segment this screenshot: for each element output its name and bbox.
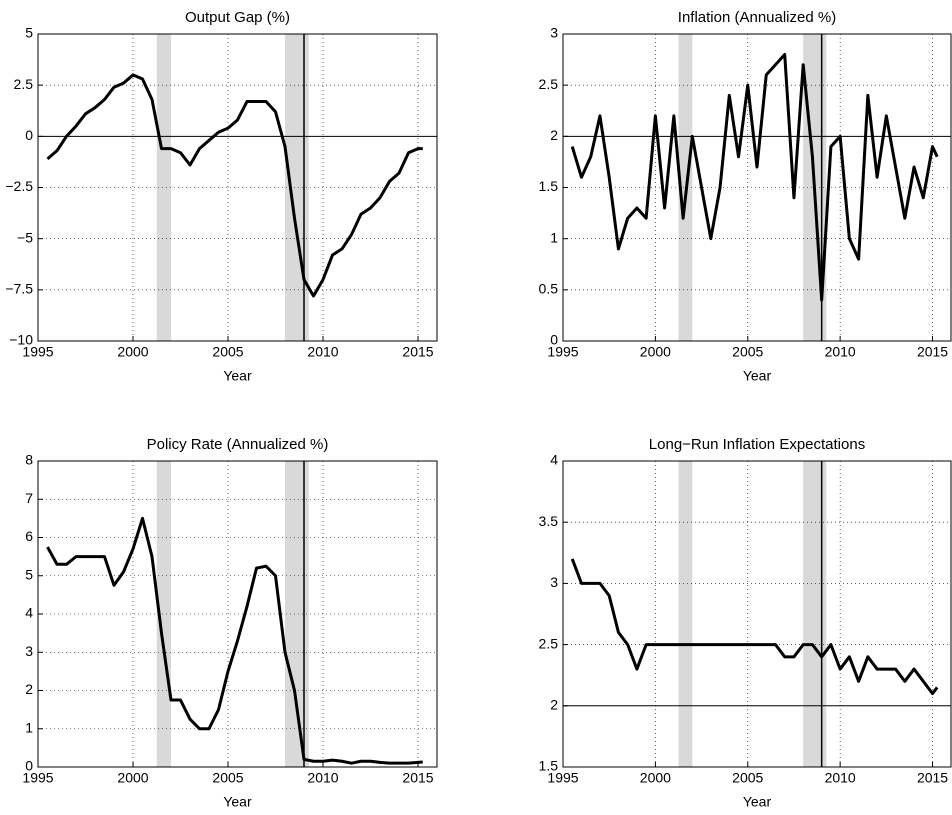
x-tick-label: 1995: [547, 344, 578, 360]
y-tick-label: −7.5: [5, 281, 33, 297]
x-tick-label: 2005: [732, 344, 763, 360]
y-tick-label: −10: [9, 332, 33, 348]
x-tick-label: 2010: [307, 770, 338, 786]
x-tick-label: 2010: [825, 770, 856, 786]
axes-frame: [562, 33, 952, 342]
y-tick-label: 5: [25, 566, 33, 582]
y-tick-label: 1.5: [539, 758, 559, 774]
x-tick-label: 2010: [307, 344, 338, 360]
y-tick-label: 3.5: [539, 513, 559, 529]
x-tick-label: 2000: [117, 770, 148, 786]
x-tick-label: 2005: [212, 344, 243, 360]
y-tick-label: 2: [550, 127, 558, 143]
x-axis-label: Year: [743, 794, 772, 810]
y-tick-label: 6: [25, 528, 33, 544]
y-tick-label: 3: [550, 574, 558, 590]
chart-title: Long−Run Inflation Expectations: [649, 436, 865, 453]
axes-frame: [37, 460, 438, 768]
data-line: [46, 73, 423, 298]
x-tick-label: 2005: [732, 770, 763, 786]
x-tick-label: 1995: [22, 344, 53, 360]
y-tick-label: 2.5: [539, 635, 559, 651]
data-line: [570, 52, 939, 302]
x-tick-label: 2015: [917, 344, 948, 360]
chart-title: Inflation (Annualized %): [678, 9, 836, 26]
data-line: [570, 558, 939, 696]
recession-shade: [156, 461, 171, 767]
data-line: [46, 516, 423, 765]
axes-frame: [37, 33, 438, 342]
x-tick-label: 1995: [547, 770, 578, 786]
y-tick-label: 0: [550, 332, 558, 348]
y-tick-label: 2.5: [14, 76, 34, 92]
recession-shade: [285, 461, 309, 767]
x-tick-label: 2000: [117, 344, 148, 360]
y-tick-label: 1.5: [539, 178, 559, 194]
x-tick-label: 2000: [640, 770, 671, 786]
chart-title: Output Gap (%): [185, 9, 290, 26]
x-tick-label: 2010: [825, 344, 856, 360]
y-tick-label: 7: [25, 490, 33, 506]
y-tick-label: 3: [25, 643, 33, 659]
y-tick-label: 0: [25, 758, 33, 774]
recession-shade: [803, 461, 827, 767]
recession-shade: [678, 461, 693, 767]
y-tick-label: 2.5: [539, 76, 559, 92]
y-tick-label: 4: [25, 605, 33, 621]
y-tick-label: 1: [25, 719, 33, 735]
x-axis-label: Year: [223, 368, 252, 384]
x-tick-label: 2015: [402, 344, 433, 360]
x-tick-label: 2015: [917, 770, 948, 786]
y-tick-label: 2: [25, 681, 33, 697]
recession-shade: [285, 34, 309, 341]
x-tick-label: 2000: [640, 344, 671, 360]
y-tick-label: 1: [550, 229, 558, 245]
y-tick-label: 8: [25, 452, 33, 468]
y-tick-label: 2: [550, 697, 558, 713]
x-tick-label: 1995: [22, 770, 53, 786]
y-tick-label: 3: [550, 25, 558, 41]
axes-frame: [562, 460, 952, 768]
y-tick-label: −5: [17, 229, 33, 245]
chart-title: Policy Rate (Annualized %): [147, 436, 329, 453]
y-tick-label: 0.5: [539, 281, 559, 297]
y-tick-label: 0: [25, 127, 33, 143]
x-tick-label: 2015: [402, 770, 433, 786]
x-tick-label: 2005: [212, 770, 243, 786]
x-axis-label: Year: [743, 368, 772, 384]
x-axis-label: Year: [223, 794, 252, 810]
y-tick-label: −2.5: [5, 178, 33, 194]
y-tick-label: 5: [25, 25, 33, 41]
recession-shade: [156, 34, 171, 341]
y-tick-label: 4: [550, 452, 558, 468]
